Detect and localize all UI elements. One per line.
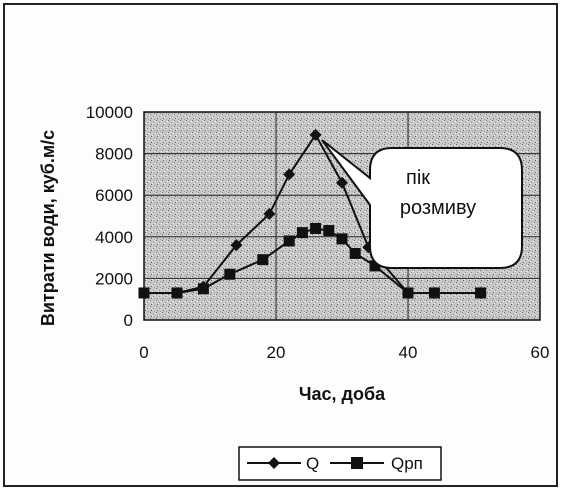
legend: Q Qрп [238,446,442,481]
y-axis-title: Витрати води, куб.м/с [38,130,58,326]
x-tick-label: 40 [399,343,418,362]
legend-marker-q [268,457,280,469]
data-point [349,247,361,259]
x-tick-labels: 0 20 40 60 [139,343,549,362]
data-point [428,287,440,299]
callout-text-line-2: розмиву [400,197,476,219]
data-point [369,260,381,272]
data-point [171,287,183,299]
y-tick-label: 6000 [95,186,133,205]
y-tick-labels: 0 2000 4000 6000 8000 10000 [86,103,133,330]
x-tick-label: 0 [139,343,148,362]
data-point [336,176,348,189]
data-point [197,283,209,295]
data-point [224,268,236,280]
callout-bubble [321,139,523,269]
data-point [310,222,322,234]
data-point [296,227,308,239]
y-tick-label: 0 [124,311,133,330]
x-axis-title: Час, доба [299,384,386,404]
y-tick-label: 2000 [95,269,133,288]
annotation-callout: пік розмиву [321,139,523,269]
series-qrp [138,222,487,299]
series-layer [138,128,487,299]
data-point [138,287,150,299]
x-tick-label: 60 [531,343,550,362]
y-tick-label: 4000 [95,228,133,247]
legend-label-q: Q [306,454,319,473]
data-point [323,225,335,237]
data-point [257,254,269,266]
legend-label-qrp: Qрп [391,454,423,473]
y-tick-label: 8000 [95,145,133,164]
data-point [263,207,276,220]
data-point [309,128,322,141]
data-point [402,287,414,299]
legend-marker-qrp [351,457,363,469]
data-point [336,233,348,245]
data-point [283,235,295,247]
data-point [230,239,243,252]
callout-text-line-1: пік [406,167,430,189]
data-point [283,168,296,181]
y-tick-label: 10000 [86,103,133,122]
data-point [475,287,487,299]
x-tick-label: 20 [267,343,286,362]
